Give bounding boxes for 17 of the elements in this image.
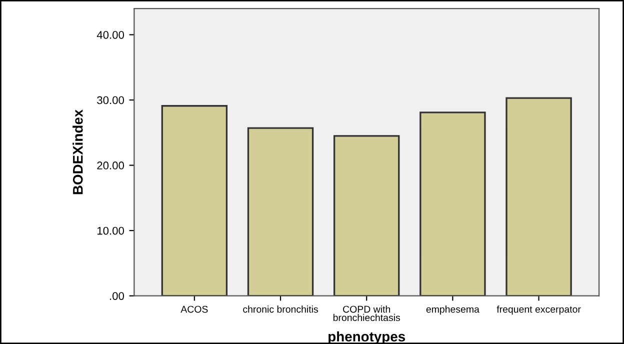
bar	[161, 105, 228, 296]
y-tick-label: 30.00	[97, 96, 124, 104]
x-axis-title: phenotypes	[328, 331, 406, 344]
x-tick-label: emphesema	[426, 306, 480, 315]
bar	[506, 97, 572, 296]
y-axis-title: BODEXindex	[72, 109, 83, 194]
bar	[247, 127, 314, 296]
y-tick-label: 10.00	[97, 226, 124, 235]
bar	[333, 135, 400, 296]
y-tick-label: 20.00	[97, 162, 124, 170]
x-tick-label: ACOS	[180, 306, 208, 313]
x-tick-label: frequent excerpator	[496, 306, 581, 315]
y-tick-label: 40.00	[96, 30, 124, 39]
y-tick-label: .00	[110, 292, 124, 300]
bar	[420, 112, 486, 296]
x-tick-label: chronic bronchitis	[243, 306, 318, 313]
x-tick-label: COPD with bronchiechtasis	[333, 306, 400, 322]
